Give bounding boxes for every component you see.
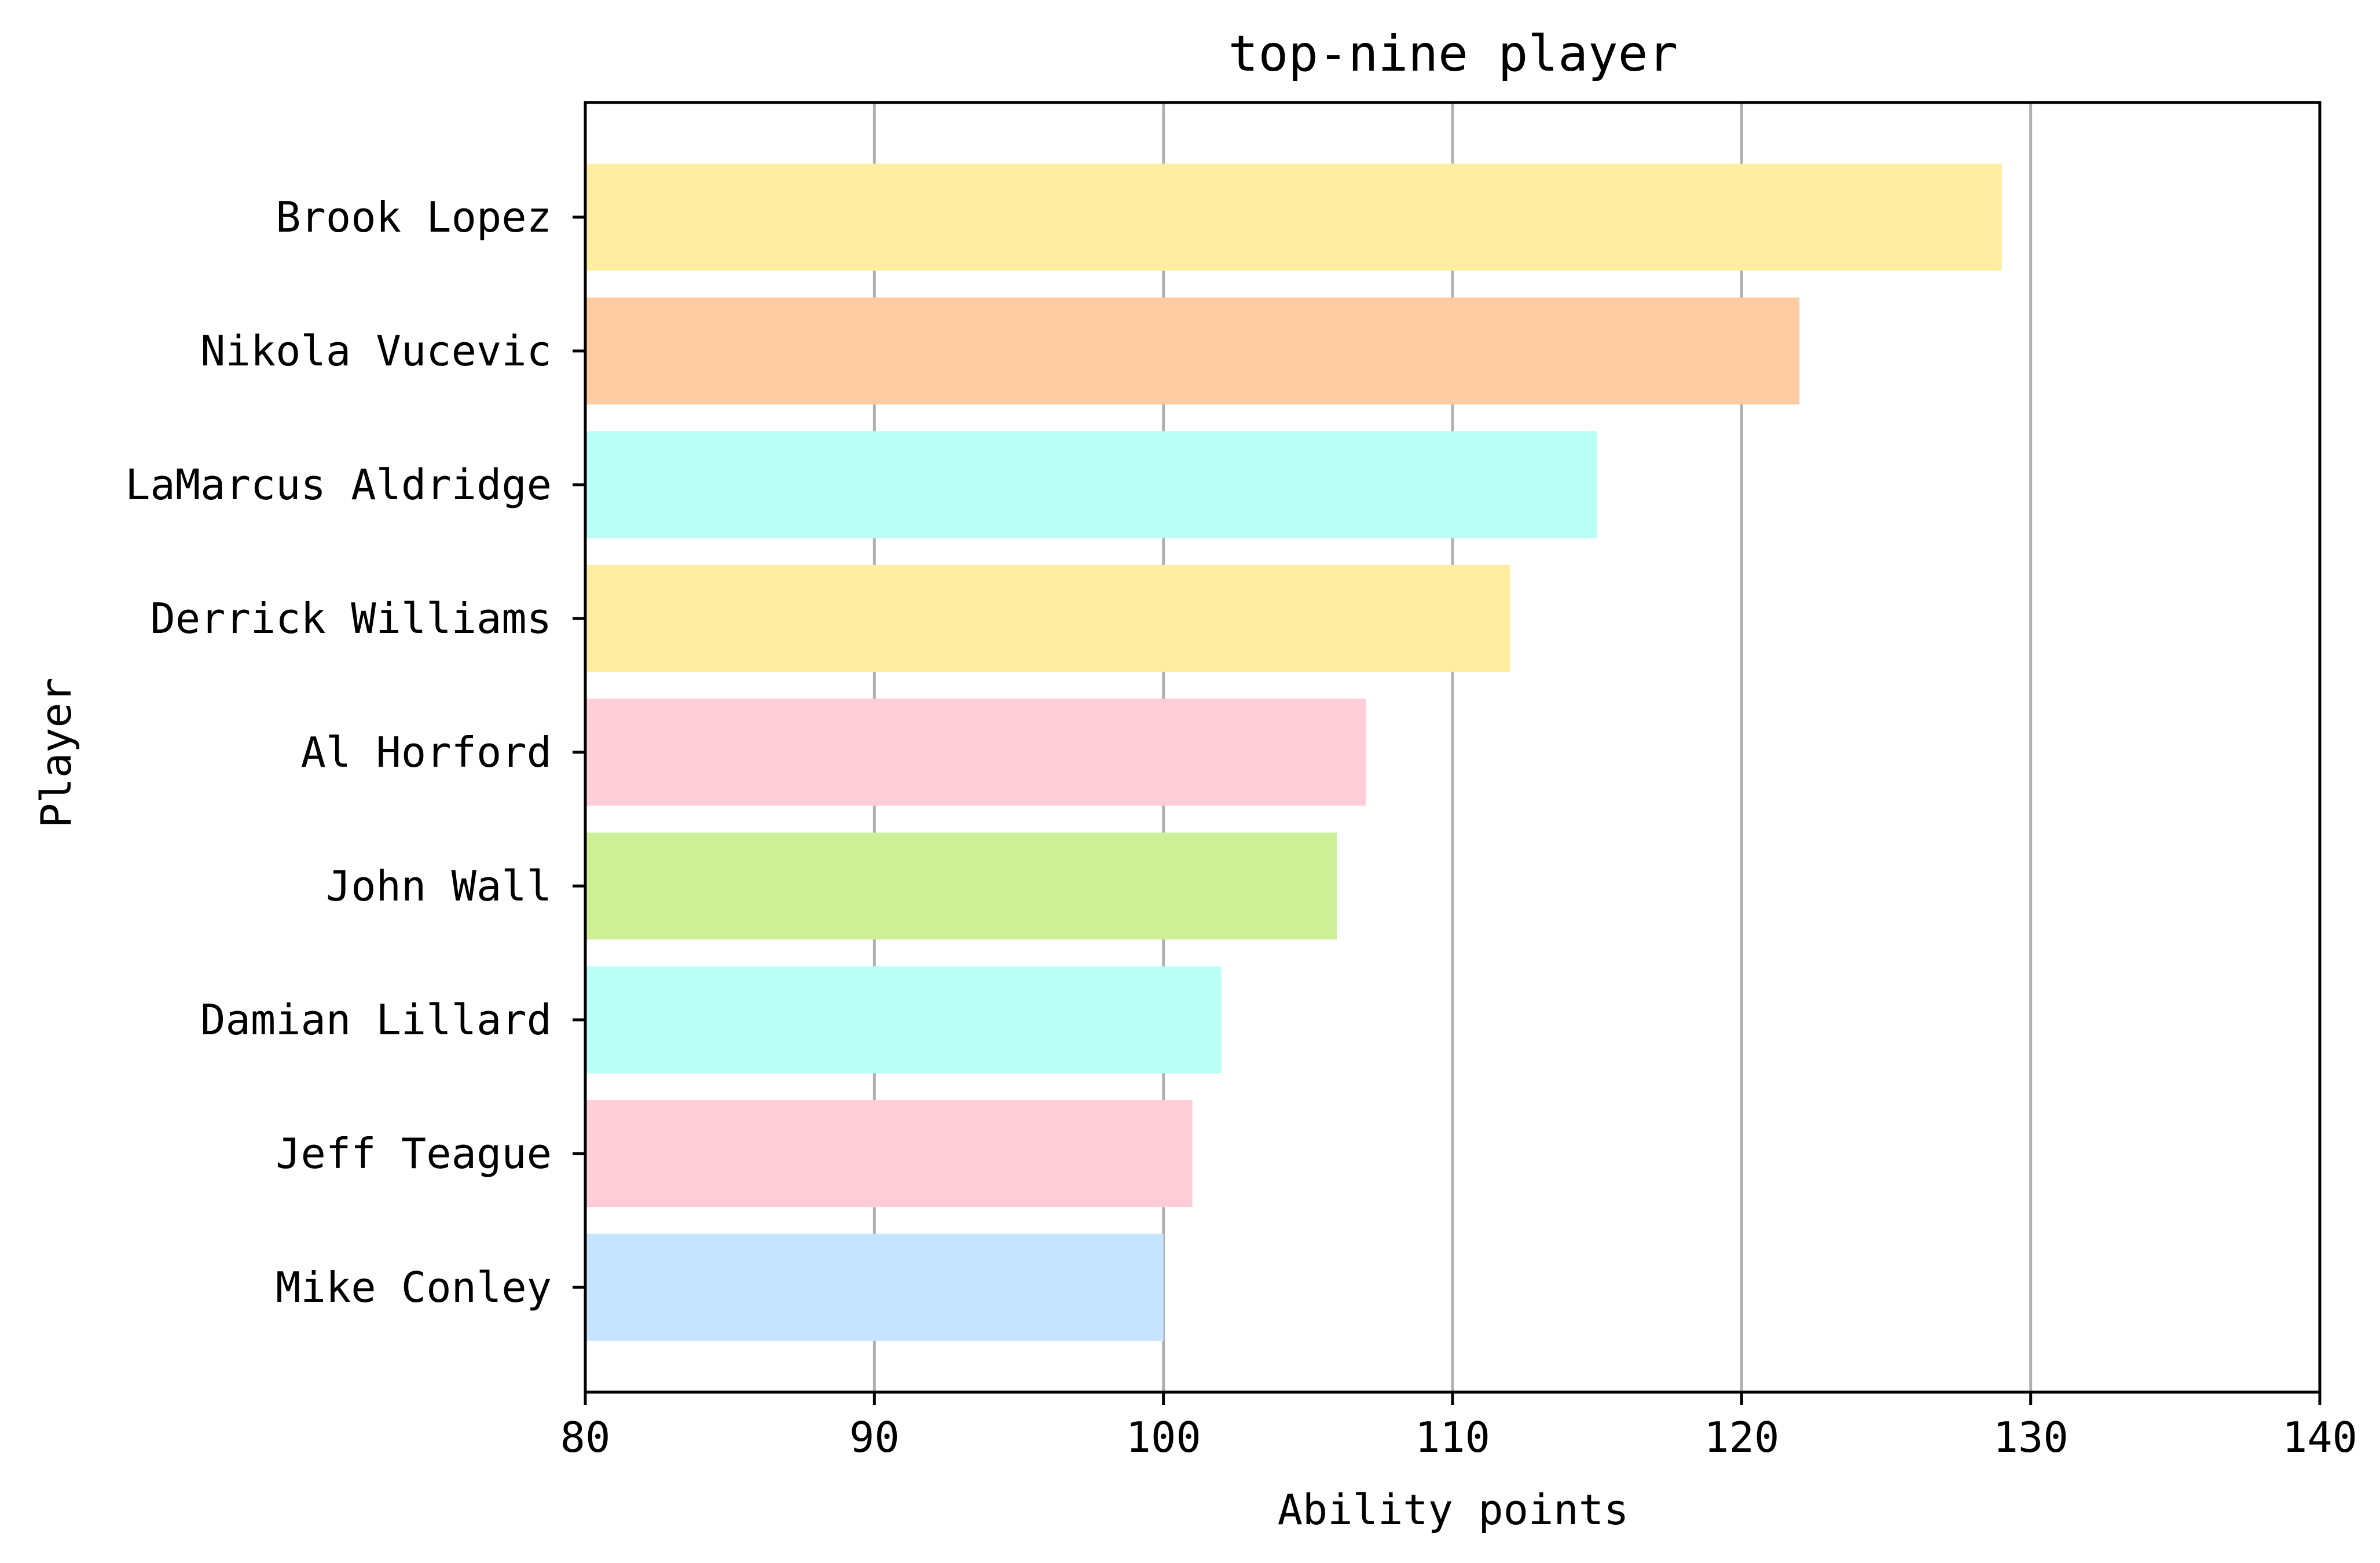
- x-axis-title: Ability points: [1278, 1485, 1629, 1534]
- bars: [585, 163, 2002, 1341]
- x-tick-label-5: 130: [1993, 1413, 2069, 1462]
- y-axis-ticks: Brook Lopez Nikola Vucevic LaMarcus Aldrid…: [125, 193, 585, 1312]
- y-tick-label-5: John Wall: [326, 862, 552, 910]
- y-tick-label-1: Nikola Vucevic: [200, 327, 552, 375]
- x-tick-label-2: 100: [1126, 1413, 1201, 1462]
- bar-4: [585, 698, 1366, 806]
- y-tick-label-2: LaMarcus Aldridge: [125, 460, 552, 509]
- bar-7: [585, 1100, 1193, 1207]
- x-tick-label-0: 80: [560, 1413, 611, 1462]
- y-tick-label-4: Al Horford: [301, 728, 552, 777]
- x-tick-label-4: 120: [1704, 1413, 1779, 1462]
- bar-1: [585, 297, 1800, 405]
- y-tick-label-0: Brook Lopez: [276, 193, 552, 241]
- x-tick-label-1: 90: [849, 1413, 900, 1462]
- y-tick-label-3: Derrick Williams: [150, 594, 552, 643]
- y-tick-label-6: Damian Lillard: [200, 995, 552, 1044]
- chart-title: top-nine player: [1228, 25, 1678, 83]
- bar-6: [585, 966, 1222, 1074]
- y-axis-title: Player: [32, 678, 80, 828]
- x-tick-label-3: 110: [1415, 1413, 1490, 1462]
- y-tick-label-8: Mike Conley: [276, 1263, 552, 1312]
- bar-2: [585, 431, 1597, 539]
- x-tick-label-6: 140: [2282, 1413, 2357, 1462]
- bar-5: [585, 832, 1337, 940]
- bar-3: [585, 565, 1510, 672]
- bar-8: [585, 1233, 1164, 1341]
- y-tick-label-7: Jeff Teague: [276, 1129, 552, 1178]
- x-axis-ticks: 80 90 100 110 120 130 140: [560, 1392, 2357, 1462]
- bar-0: [585, 163, 2002, 271]
